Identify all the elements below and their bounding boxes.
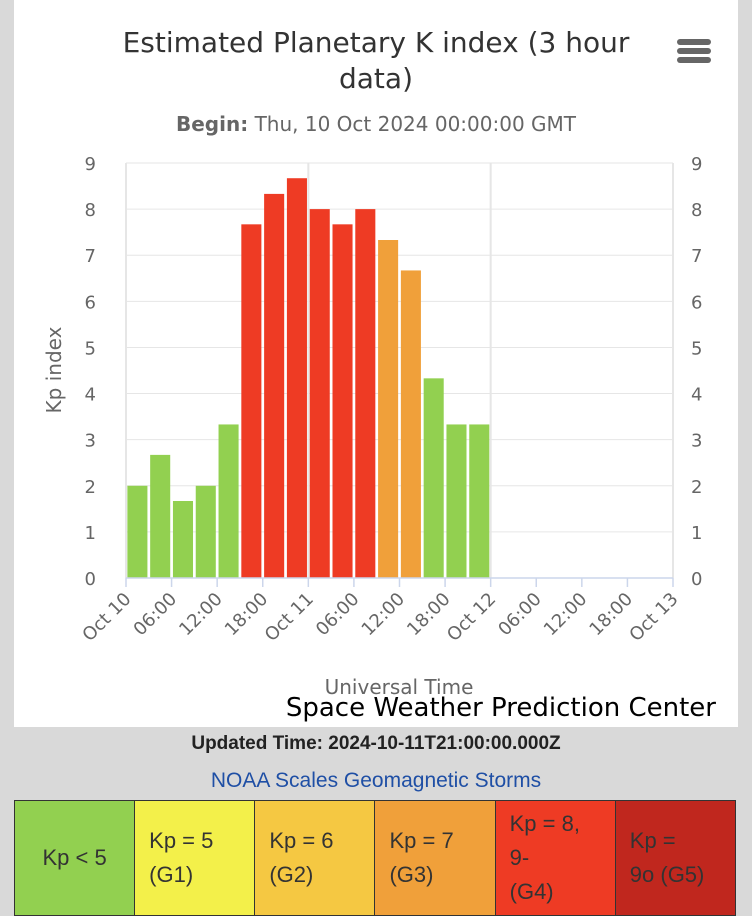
y-tick-label-right: 9 [691, 154, 702, 175]
scale-cell-g4: Kp = 8, 9- (G4) [494, 800, 616, 916]
kp-bar [127, 485, 148, 578]
kp-bar [423, 378, 444, 578]
y-tick-label-right: 1 [691, 523, 702, 544]
scale-level: 9o (G5) [629, 862, 705, 887]
chart-menu-button[interactable] [670, 30, 718, 72]
y-tick-label-left: 0 [85, 569, 96, 590]
kp-bar [469, 424, 490, 578]
scale-cell-kp-below-5: Kp < 5 [13, 800, 136, 916]
kp-bar [332, 224, 353, 579]
chart-panel: Estimated Planetary K index (3 hour data… [14, 0, 738, 727]
scale-level: (G3) [389, 862, 434, 887]
y-tick-label-left: 8 [85, 200, 96, 221]
subtitle-value: Thu, 10 Oct 2024 00:00:00 GMT [254, 112, 577, 136]
x-tick-label: 12:00 [175, 589, 227, 641]
scale-cell-g5: Kp = 9o (G5) [614, 800, 737, 916]
x-axis-title: Universal Time [325, 675, 474, 699]
noaa-scales-link[interactable]: NOAA Scales Geomagnetic Storms [210, 769, 542, 792]
kp-bar [446, 424, 467, 578]
y-axis-title: Kp index [42, 326, 66, 413]
scale-cell-g2: Kp = 6 (G2) [254, 800, 376, 916]
scale-cell-g3: Kp = 7 (G3) [374, 800, 496, 916]
x-tick-label: 12:00 [358, 589, 410, 641]
chart-credit: Space Weather Prediction Center [286, 693, 716, 723]
x-tick-label: 06:00 [312, 589, 364, 641]
y-tick-label-left: 3 [85, 431, 96, 452]
chart-title-line-1: Estimated Planetary K index (3 hour [123, 26, 630, 59]
y-tick-label-right: 2 [691, 477, 702, 498]
updated-time: Updated Time: 2024-10-11T21:00:00.000Z [191, 733, 561, 754]
hamburger-icon [677, 39, 711, 63]
x-tick-label: 12:00 [540, 589, 592, 641]
kp-bar [355, 209, 376, 578]
scale-level: (G1) [149, 862, 194, 887]
y-tick-label-left: 1 [85, 523, 96, 544]
bars [127, 178, 490, 579]
kp-bar [378, 240, 399, 578]
y-tick-label-left: 7 [85, 246, 96, 267]
y-tick-label-right: 4 [691, 385, 702, 406]
y-tick-label-right: 5 [691, 338, 702, 359]
y-tick-label-right: 8 [691, 200, 702, 221]
chart-subtitle: Begin: Thu, 10 Oct 2024 00:00:00 GMT [176, 112, 577, 136]
kp-bar [241, 224, 262, 579]
kp-index-chart: Estimated Planetary K index (3 hour data… [42, 26, 718, 723]
scales-row: Kp < 5 Kp = 5 (G1) Kp = 6 (G2) Kp = 7 (G3) … [13, 800, 737, 916]
kp-bar [264, 193, 285, 578]
kp-bar [172, 500, 194, 578]
x-tick-label: 06:00 [494, 589, 546, 641]
y-tick-label-right: 6 [691, 292, 702, 313]
x-tick-label: Oct 12 [443, 589, 500, 646]
scale-level: (G2) [269, 862, 314, 887]
x-tick-label: Oct 11 [261, 589, 318, 646]
y-tick-label-left: 2 [85, 477, 96, 498]
grid-lines [125, 162, 674, 579]
y-tick-label-left: 4 [85, 385, 96, 406]
scale-label: Kp = [629, 828, 676, 853]
x-tick-label: Oct 10 [78, 589, 135, 646]
scale-label: Kp = 8, 9- [509, 811, 580, 870]
kp-bar [286, 178, 307, 578]
x-tick-label: 06:00 [130, 589, 182, 641]
chart-title-line-2: data) [339, 62, 413, 95]
y-tick-label-right: 3 [691, 431, 702, 452]
kp-bar [400, 270, 421, 578]
y-tick-label-left: 9 [85, 154, 96, 175]
scale-label: Kp = 5 [149, 828, 214, 853]
scale-label: Kp < 5 [42, 845, 107, 870]
x-tick-label: Oct 13 [625, 589, 682, 646]
y-tick-label-right: 0 [691, 569, 702, 590]
noaa-scales-table: Kp < 5 Kp = 5 (G1) Kp = 6 (G2) Kp = 7 (G3) … [13, 800, 737, 916]
kp-bar [218, 424, 239, 578]
scale-label: Kp = 6 [269, 828, 334, 853]
scale-label: Kp = 7 [389, 828, 454, 853]
kp-bar [150, 454, 171, 578]
kp-bar [309, 209, 330, 578]
scale-level: (G4) [509, 879, 554, 904]
y-tick-label-right: 7 [691, 246, 702, 267]
y-tick-label-left: 6 [85, 292, 96, 313]
y-tick-label-left: 5 [85, 338, 96, 359]
subtitle-label: Begin: [176, 112, 248, 136]
kp-bar [195, 485, 216, 578]
scale-cell-g1: Kp = 5 (G1) [134, 800, 256, 916]
